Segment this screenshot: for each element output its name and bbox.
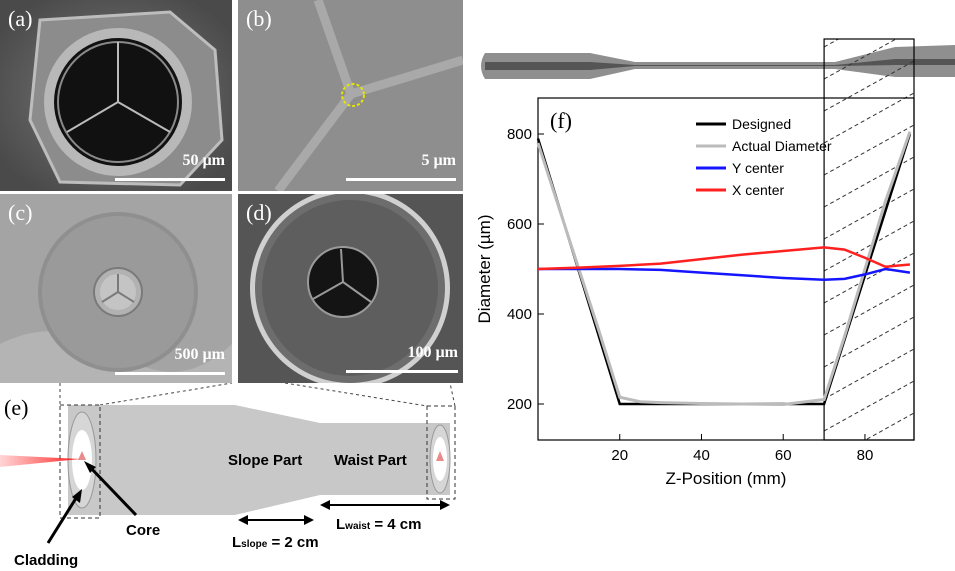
panel-label-c: (c): [8, 200, 33, 225]
legend: Designed Actual Diameter Y center X center: [696, 116, 832, 198]
hatch-line: [824, 252, 914, 304]
scale-bar-d: 100 µm: [346, 344, 458, 374]
scale-text-d: 100 µm: [407, 344, 458, 361]
series-line-x-center: [537, 246, 911, 271]
hatch-line: [824, 220, 914, 272]
axis-ticks: 20 40 60 80 200 400 600 800: [507, 126, 873, 464]
panel-label-b: (b): [246, 6, 272, 31]
legend-entry: X center: [732, 182, 784, 198]
hatch-line: [824, 124, 914, 176]
series-line-y-center: [538, 267, 911, 282]
scale-text-a: 50 µm: [182, 152, 225, 169]
legend-entry: Designed: [732, 116, 791, 132]
x-tick-label: 80: [857, 447, 874, 464]
scale-bar-b: 5 µm: [346, 152, 456, 182]
hatch-line: [824, 284, 914, 336]
scale-bar-a: 50 µm: [115, 152, 225, 182]
scale-text-b: 5 µm: [421, 152, 456, 169]
laser-beam: [0, 455, 80, 467]
scale-text-c: 500 µm: [174, 346, 225, 363]
hatch-line: [824, 380, 914, 432]
hatch-line: [824, 92, 914, 144]
slope-length-label: Lslope = 2 cm: [232, 534, 319, 551]
projection-line: [99, 383, 233, 406]
legend-entry: Actual Diameter: [732, 138, 832, 154]
legend-entry: Y center: [732, 160, 784, 176]
scale-bar-c: 500 µm: [115, 346, 225, 376]
micrograph-b: (b) 5 µm: [238, 0, 463, 191]
micrograph-c: (c) 500 µm: [0, 194, 232, 383]
hatch-line: [824, 60, 914, 112]
taper-schematic: (e) Slope Part Waist Part Core Cladding …: [0, 383, 456, 569]
y-tick-label: 600: [507, 216, 532, 233]
fiber-cross-section-a: [0, 0, 232, 191]
diameter-chart: 20 40 60 80 200 400 600 800 Designed Actual Diam…: [475, 38, 915, 488]
core-junction-b: [238, 0, 463, 191]
hatch-line: [824, 39, 898, 80]
waist-length-label: Lwaist = 4 cm: [336, 516, 421, 533]
y-tick-label: 800: [507, 126, 532, 143]
y-axis-label: Diameter (µm): [475, 215, 494, 324]
hatch-line: [824, 348, 914, 400]
waist-part-label: Waist Part: [334, 452, 407, 469]
x-tick-label: 20: [611, 447, 628, 464]
slope-part-label: Slope Part: [228, 452, 302, 469]
hatch-line: [824, 39, 840, 48]
x-tick-label: 60: [775, 447, 792, 464]
x-tick-label: 40: [693, 447, 710, 464]
output-dashed-box: [426, 405, 456, 500]
data-series: [536, 131, 912, 406]
y-tick-label: 200: [507, 396, 532, 413]
micrograph-d: (d) 100 µm: [238, 194, 463, 383]
hatch-line: [864, 412, 914, 440]
cladding-label: Cladding: [14, 552, 78, 569]
hatch-line: [824, 188, 914, 240]
panel-label-d: (d): [246, 200, 272, 225]
tapered-fiber-body: [68, 405, 450, 515]
y-tick-label: 400: [507, 306, 532, 323]
core-arrow: [86, 463, 138, 517]
panel-label-e: (e): [4, 395, 28, 420]
projection-line: [284, 383, 428, 407]
series-line-actual-diameter: [536, 131, 912, 406]
fiber-end-c: [0, 194, 232, 383]
fiber-end-d: [238, 194, 463, 383]
cladding-arrow: [46, 494, 80, 544]
x-axis-label: Z-Position (mm): [666, 469, 787, 488]
fiber-taper-illustration: [481, 45, 955, 79]
projection-line: [449, 383, 456, 407]
panel-label-f: (f): [550, 108, 572, 133]
micrograph-a: (a) 50 µm: [0, 0, 232, 191]
panel-label-a: (a): [8, 6, 33, 31]
core-label: Core: [126, 522, 160, 539]
waist-highlight-box: [823, 38, 915, 441]
